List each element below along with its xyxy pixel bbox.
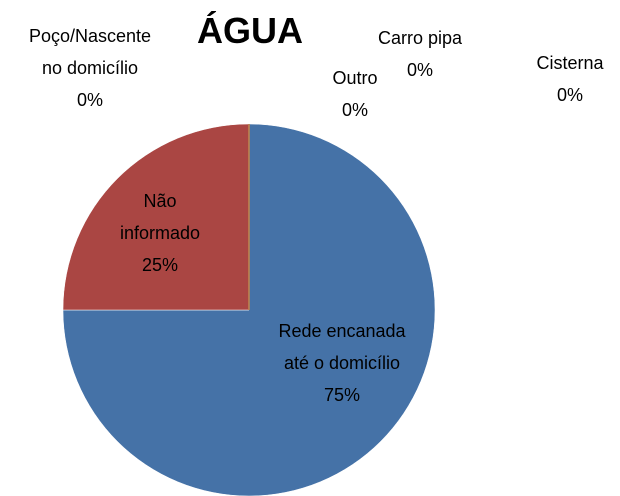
data-label: Outro 0% xyxy=(332,62,377,126)
data-label: Carro pipa 0% xyxy=(378,22,462,86)
label-value: 25% xyxy=(141,255,179,275)
label-value: 0% xyxy=(406,60,434,80)
pie-slice xyxy=(62,123,250,311)
label-name: Poço/Nascente no domicílio xyxy=(28,26,152,78)
label-name: Rede encanada até o domicílio xyxy=(278,321,406,373)
data-label: Poço/Nascente no domicílio 0% xyxy=(29,20,151,116)
data-label: Rede encanada até o domicílio 75% xyxy=(278,315,405,411)
label-name: Carro pipa xyxy=(377,28,463,48)
label-value: 0% xyxy=(556,85,583,105)
chart-title: ÁGUA xyxy=(197,10,303,51)
data-label: Cisterna 0% xyxy=(536,47,603,111)
label-name: Cisterna xyxy=(536,53,604,73)
data-label: Não informado 25% xyxy=(120,185,200,281)
label-name: Outro xyxy=(332,68,378,88)
label-value: 0% xyxy=(76,90,104,110)
label-value: 0% xyxy=(341,100,368,120)
label-name: Não informado xyxy=(119,191,201,243)
label-value: 75% xyxy=(323,385,361,405)
